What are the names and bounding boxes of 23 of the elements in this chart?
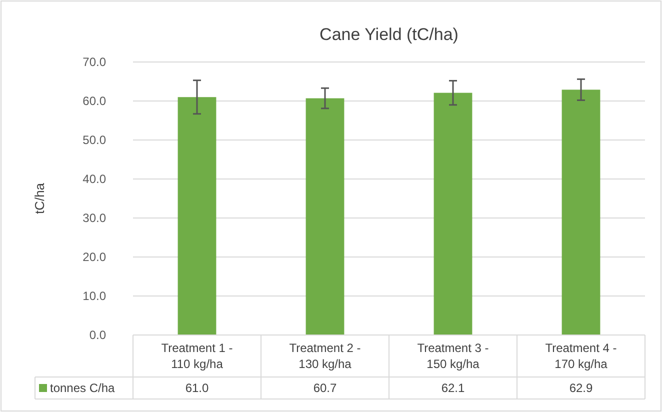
bar	[562, 90, 600, 335]
x-tick-label: Treatment 4 - 170 kg/ha	[545, 341, 617, 371]
data-label: 62.1	[441, 381, 465, 395]
y-tick-label: 70.0	[82, 55, 106, 69]
y-tick-label: 50.0	[82, 133, 106, 147]
y-tick-label: 60.0	[82, 94, 106, 108]
data-label: 62.9	[569, 381, 593, 395]
bar	[306, 98, 344, 335]
data-label: 60.7	[313, 381, 337, 395]
chart-title: Cane Yield (tC/ha)	[320, 25, 458, 44]
y-tick-label: 10.0	[82, 289, 106, 303]
x-tick-label: Treatment 1 - 110 kg/ha	[161, 341, 233, 371]
y-tick-label: 40.0	[82, 172, 106, 186]
bar	[178, 97, 216, 335]
bar	[434, 92, 472, 335]
y-tick-label: 20.0	[82, 250, 106, 264]
y-tick-label: 30.0	[82, 211, 106, 225]
x-tick-label: Treatment 3 - 150 kg/ha	[417, 341, 489, 371]
y-axis-title: tC/ha	[32, 182, 47, 214]
data-label: 61.0	[185, 381, 209, 395]
legend-label: tonnes C/ha	[50, 381, 116, 395]
x-tick-label: Treatment 2 - 130 kg/ha	[289, 341, 361, 371]
y-tick-label: 0.0	[89, 328, 106, 342]
